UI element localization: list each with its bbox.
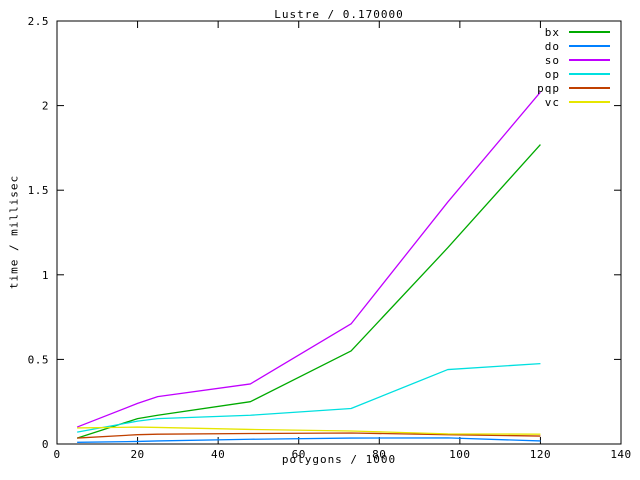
legend-item-so: so	[537, 53, 610, 67]
legend: bx do so op pqp vc	[537, 25, 610, 109]
legend-item-bx: bx	[537, 25, 610, 39]
series-line-vc	[77, 426, 541, 435]
legend-label: pqp	[537, 81, 560, 95]
legend-line-sample	[569, 31, 610, 33]
y-tick-label: 0.5	[28, 353, 49, 366]
y-tick-label: 2	[42, 100, 49, 113]
legend-line-sample	[569, 73, 610, 75]
x-tick-label: 100	[449, 448, 470, 461]
y-tick-label: 1	[42, 269, 49, 282]
series-line-op	[77, 362, 541, 433]
y-tick-label: 2.5	[28, 15, 49, 28]
x-tick-label: 20	[130, 448, 144, 461]
series-line-pqp	[77, 432, 541, 439]
legend-label: vc	[544, 95, 560, 109]
series-line-do	[77, 437, 541, 443]
x-tick-label: 0	[53, 448, 60, 461]
legend-item-vc: vc	[537, 95, 610, 109]
legend-label: do	[544, 39, 560, 53]
legend-item-pqp: pqp	[537, 81, 610, 95]
x-axis-title: polygons / 1000	[281, 453, 397, 466]
x-tick-label: 40	[211, 448, 225, 461]
x-tick-label: 60	[292, 448, 306, 461]
series-line-so	[76, 91, 541, 428]
plot-border	[56, 20, 622, 445]
legend-line-sample	[569, 45, 610, 47]
x-tick-label: 80	[372, 448, 386, 461]
chart-title: Lustre / 0.170000	[274, 8, 404, 21]
legend-label: so	[544, 53, 560, 67]
legend-item-op: op	[537, 67, 610, 81]
legend-label: op	[544, 67, 560, 81]
legend-line-sample	[569, 59, 610, 61]
legend-line-sample	[569, 87, 610, 89]
legend-item-do: do	[537, 39, 610, 53]
series-line-bx	[76, 144, 541, 439]
legend-label: bx	[544, 25, 560, 39]
x-tick-label: 120	[530, 448, 551, 461]
x-tick-label: 140	[610, 448, 631, 461]
y-tick-label: 1.5	[28, 184, 49, 197]
y-axis-title: time / millisec	[7, 174, 21, 290]
legend-line-sample	[569, 101, 610, 103]
y-tick-label: 0	[42, 438, 49, 451]
